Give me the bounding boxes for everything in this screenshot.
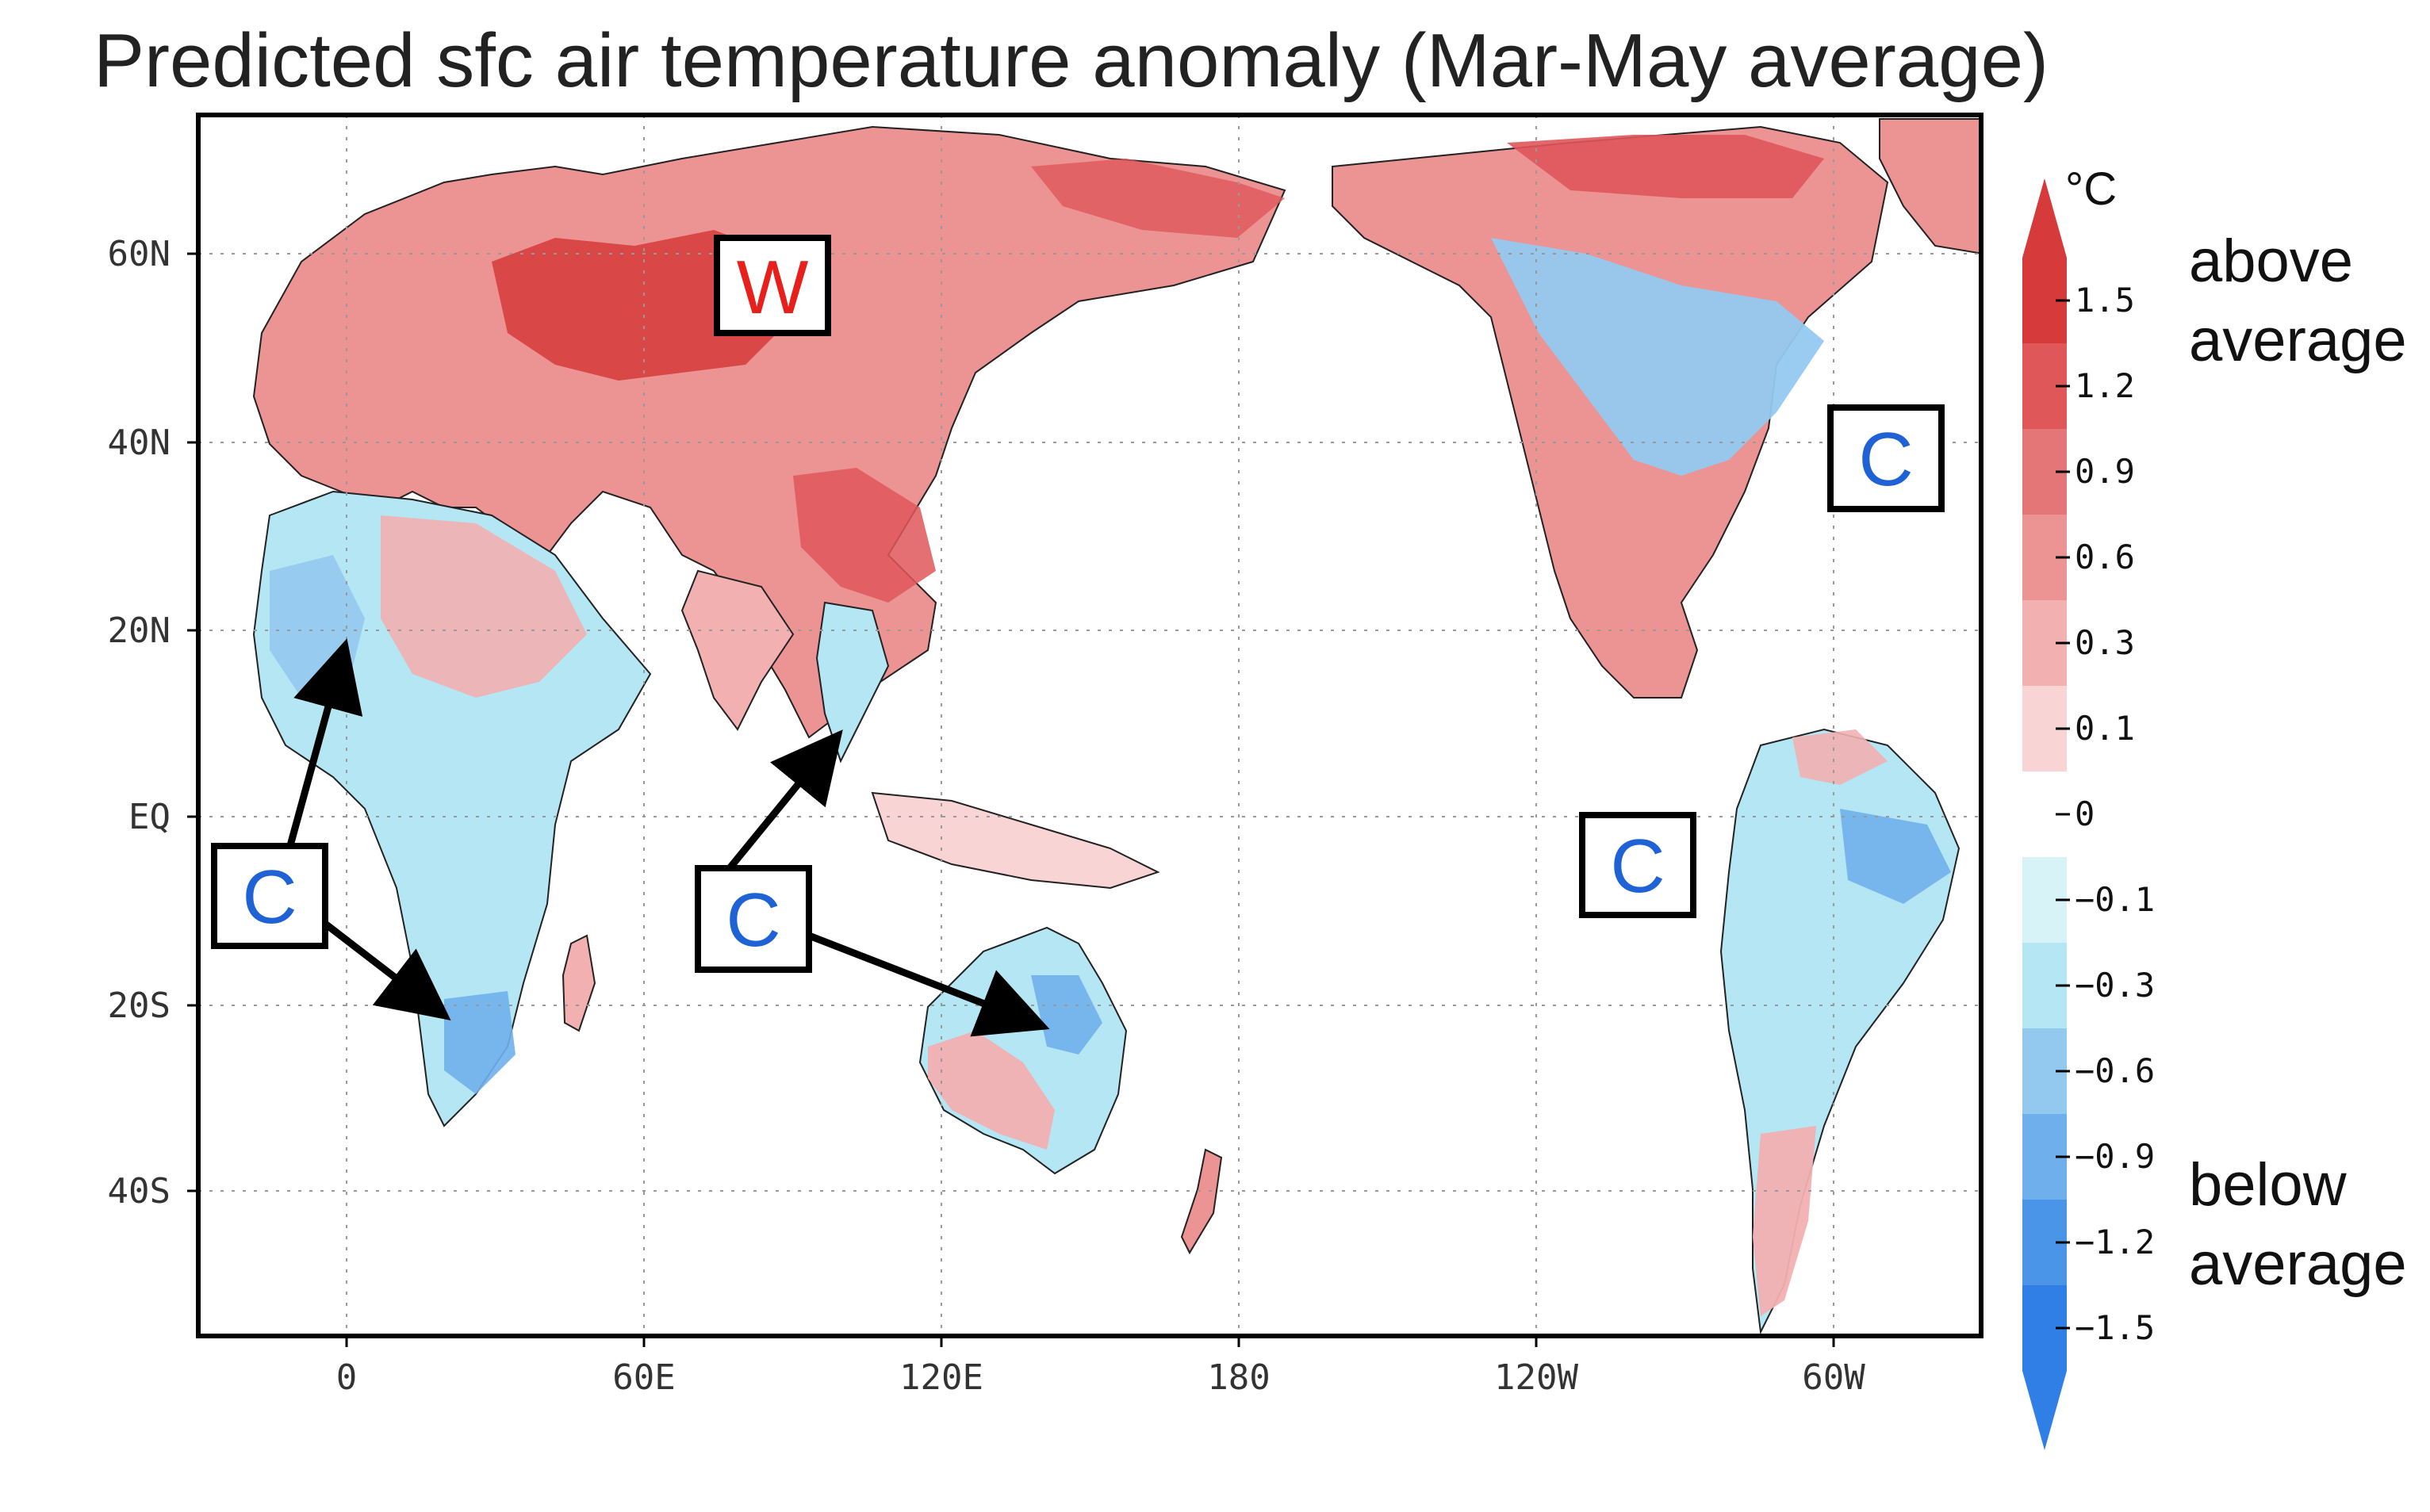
longitude-labels: 0 60E 120E 180 120W 60W <box>336 1357 1865 1398</box>
lon-label: 180 <box>1207 1357 1270 1398</box>
lon-label: 60E <box>612 1357 675 1398</box>
land-newzealand <box>1180 1148 1223 1255</box>
annotation-letter: C <box>726 878 780 963</box>
latitude-labels: 60N 40N 20N EQ 20S 40S <box>108 234 171 1212</box>
annotation-box-c-atlantic: C <box>1827 404 1945 512</box>
warm-patch-australia <box>928 1031 1055 1150</box>
above-label-line1: above <box>2189 228 2353 295</box>
annotation-letter: W <box>737 245 809 330</box>
lon-label: 60W <box>1802 1357 1865 1398</box>
colorbar-level-label: 0.6 <box>2075 538 2135 576</box>
lon-label: 120W <box>1494 1357 1578 1398</box>
graticule <box>198 115 1981 1336</box>
axis-ticks <box>187 252 1835 1347</box>
colorbar-level-label: 1.5 <box>2075 281 2135 320</box>
warm-core-china <box>793 468 936 603</box>
below-label-line2: average <box>2189 1231 2407 1298</box>
colorbar-level-label: 0.3 <box>2075 623 2135 662</box>
annotation-letter: C <box>1858 417 1913 502</box>
lat-label: 20N <box>108 611 171 651</box>
annotation-box-w: W <box>714 235 831 336</box>
colorbar-level-label: 0 <box>2075 794 2095 833</box>
warm-core-arctic <box>1031 159 1285 238</box>
land-india <box>680 569 795 731</box>
lat-label: 40N <box>108 423 171 463</box>
colorbar-level-label: −0.9 <box>2075 1137 2155 1176</box>
colorbar-level-label: 0.9 <box>2075 452 2135 491</box>
colorbar-top-arrow <box>2022 178 2067 258</box>
land-indochina <box>815 601 890 764</box>
warm-patch-arctic-canada <box>1507 135 1824 198</box>
colorbar-level-label: −0.3 <box>2075 966 2155 1005</box>
arrow-to-westafrica <box>286 638 363 850</box>
annotation-arrows <box>286 638 1050 1037</box>
arrow-to-indochina <box>726 729 843 871</box>
arrow-to-australia <box>807 932 1050 1037</box>
cold-patch-canada-us <box>1491 238 1824 476</box>
annotation-box-c-asia: C <box>695 865 812 973</box>
lat-label: 20S <box>108 986 171 1026</box>
above-label-line2: average <box>2189 307 2407 374</box>
annotation-box-c-pacific: C <box>1579 812 1696 918</box>
warm-patch-venezuela <box>1792 729 1888 785</box>
map-frame <box>196 113 1983 1338</box>
annotation-box-c-africa: C <box>211 843 328 949</box>
lat-label: 60N <box>108 234 171 274</box>
colorbar-bottom-arrow <box>2022 1371 2067 1450</box>
colorbar: 1.5 1.2 0.9 0.6 0.3 0.1 0 −0.1 −0.3 −0.6 −0.9 −1.2 −… <box>2022 163 2407 1450</box>
colorbar-level-label: 1.2 <box>2075 366 2135 405</box>
colorbar-level-label: −0.6 <box>2075 1051 2155 1090</box>
annotation-letter: C <box>1610 824 1665 909</box>
cold-patch-southafrica <box>444 991 516 1094</box>
cold-patch-brazil <box>1840 809 1951 904</box>
arrow-to-southafrica <box>323 921 451 1020</box>
colorbar-labels: 1.5 1.2 0.9 0.6 0.3 0.1 0 −0.1 −0.3 −0.6 −0.9 −1.2 −… <box>2056 281 2155 1347</box>
colorbar-level-label: −0.1 <box>2075 880 2155 919</box>
colorbar-level-label: 0.1 <box>2075 709 2135 748</box>
annotation-letter: C <box>242 855 297 940</box>
map-title: Predicted sfc air temperature anomaly (M… <box>94 18 2049 103</box>
land-madagascar <box>562 934 596 1032</box>
colorbar-level-label: −1.5 <box>2075 1308 2155 1347</box>
annotation-boxes: W C C C C <box>211 235 1945 973</box>
lon-label: 0 <box>336 1357 358 1398</box>
lat-label: 40S <box>108 1171 171 1212</box>
warm-patch-southamerica <box>1753 1126 1816 1316</box>
lon-label: 120E <box>899 1357 983 1398</box>
warm-patch-sahara <box>381 515 587 698</box>
lat-label: EQ <box>128 797 171 837</box>
colorbar-level-label: −1.2 <box>2075 1223 2155 1261</box>
land-greenland <box>1879 118 1981 255</box>
map-area <box>196 113 1983 1338</box>
colorbar-unit: °C <box>2065 163 2117 215</box>
below-label-line1: below <box>2189 1151 2348 1219</box>
